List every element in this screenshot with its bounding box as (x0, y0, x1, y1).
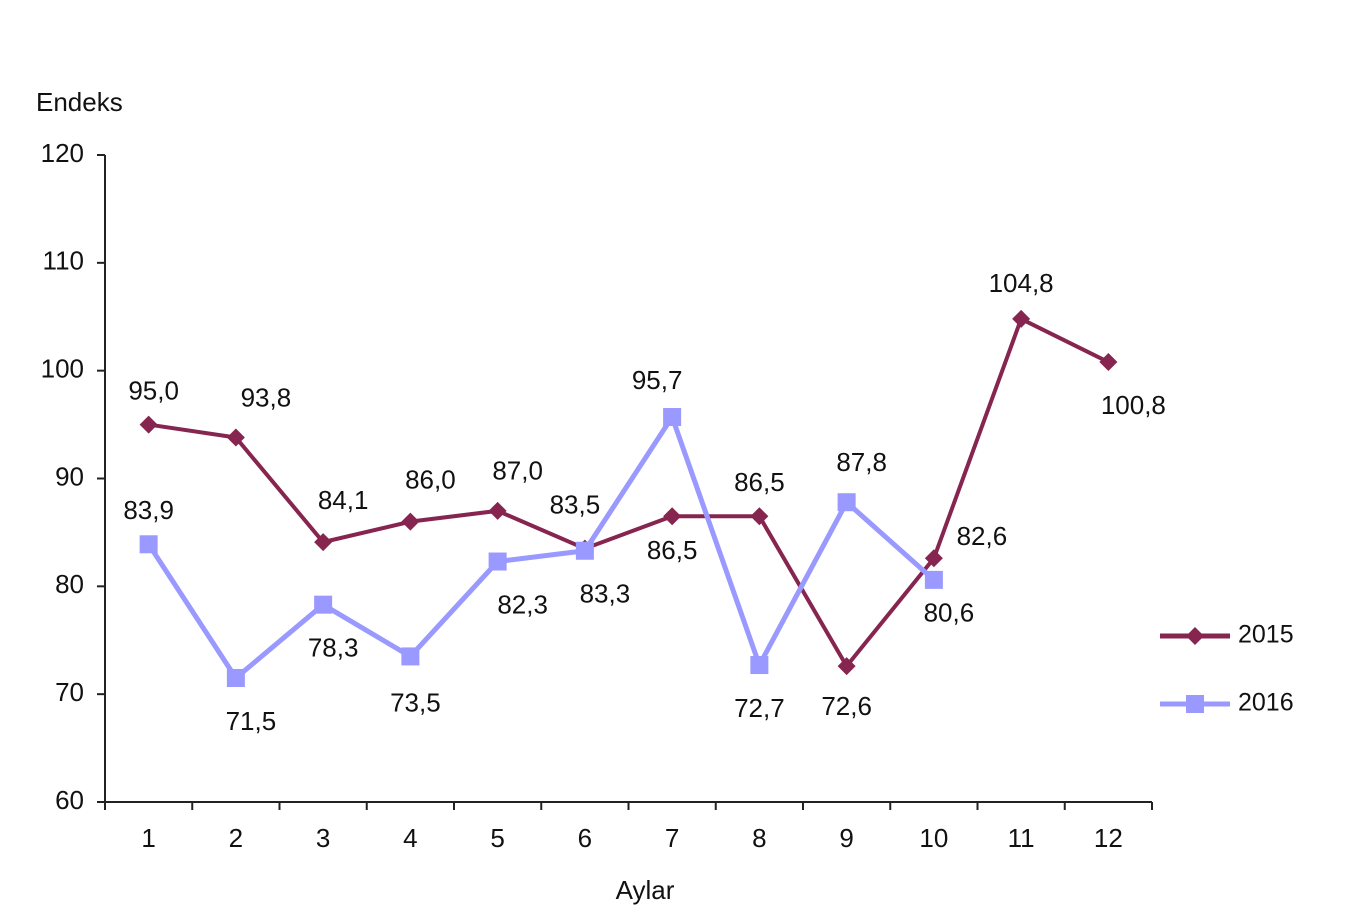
data-label: 71,5 (226, 706, 277, 736)
data-label: 87,8 (836, 447, 887, 477)
data-label: 100,8 (1101, 390, 1166, 420)
marker (401, 647, 420, 666)
x-tick-label: 2 (229, 823, 243, 853)
y-tick-label: 120 (41, 138, 84, 168)
marker (401, 512, 420, 531)
marker (1012, 309, 1031, 328)
data-label: 78,3 (308, 633, 359, 663)
marker (663, 408, 682, 427)
x-tick-label: 9 (839, 823, 853, 853)
y-tick-label: 90 (55, 461, 84, 491)
x-tick-label: 7 (665, 823, 679, 853)
marker (1186, 695, 1204, 713)
marker (575, 541, 594, 560)
data-label: 80,6 (924, 598, 975, 628)
y-tick-label: 110 (43, 246, 84, 276)
marker (314, 533, 333, 552)
series-line (146, 411, 936, 682)
series-line (148, 316, 1110, 670)
marker (924, 570, 943, 589)
y-tick-label: 100 (41, 354, 84, 384)
data-label: 72,7 (734, 693, 785, 723)
data-label: 86,5 (647, 535, 698, 565)
data-label: 84,1 (318, 485, 369, 515)
marker (488, 501, 507, 520)
data-label: 83,5 (550, 489, 601, 519)
legend-label: 2015 (1238, 621, 1294, 649)
data-label: 82,3 (497, 589, 548, 619)
marker (750, 656, 769, 675)
marker (139, 535, 158, 554)
marker (837, 493, 856, 512)
data-label: 87,0 (492, 456, 543, 486)
y-tick-label: 80 (55, 569, 84, 599)
x-tick-label: 1 (141, 823, 155, 853)
marker (488, 552, 507, 571)
data-label: 83,3 (580, 579, 631, 609)
data-label: 95,0 (128, 375, 179, 405)
x-tick-label: 11 (1008, 823, 1035, 853)
marker (663, 507, 682, 526)
marker (314, 595, 333, 614)
x-tick-label: 12 (1094, 823, 1123, 853)
legend-label: 2016 (1238, 689, 1294, 717)
x-tick-label: 3 (316, 823, 330, 853)
x-tick-label: 4 (403, 823, 417, 853)
marker (1186, 627, 1204, 645)
x-tick-label: 6 (578, 823, 592, 853)
x-tick-label: 10 (919, 823, 948, 853)
data-label: 82,6 (957, 521, 1008, 551)
marker (837, 657, 856, 676)
data-label: 83,9 (123, 495, 174, 525)
data-label: 93,8 (241, 382, 292, 412)
marker (139, 415, 158, 434)
data-label: 86,0 (405, 465, 456, 495)
data-label: 104,8 (989, 268, 1054, 298)
data-label: 72,6 (821, 691, 872, 721)
data-label: 86,5 (734, 467, 785, 497)
marker (750, 507, 769, 526)
y-axis-title: Endeks (36, 87, 123, 117)
y-tick-label: 60 (55, 785, 84, 815)
marker (226, 668, 245, 687)
x-tick-label: 8 (752, 823, 766, 853)
x-axis-title: Aylar (616, 875, 675, 905)
data-label: 73,5 (390, 687, 441, 717)
marker (924, 549, 943, 568)
x-tick-label: 5 (490, 823, 504, 853)
marker (1099, 353, 1118, 372)
data-label: 95,7 (632, 365, 683, 395)
y-tick-label: 70 (55, 677, 84, 707)
marker (226, 428, 245, 447)
